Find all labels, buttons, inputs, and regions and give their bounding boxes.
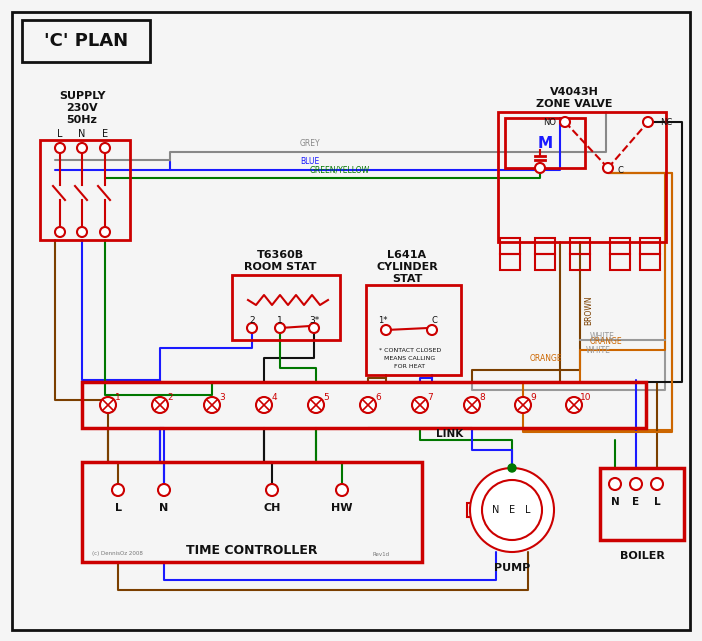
Text: M: M	[538, 135, 552, 151]
Text: GREY: GREY	[300, 139, 321, 148]
Text: E: E	[633, 497, 640, 507]
Text: L: L	[525, 505, 531, 515]
Text: 'C' PLAN: 'C' PLAN	[44, 32, 128, 50]
Text: L: L	[58, 129, 62, 139]
Text: 10: 10	[581, 392, 592, 401]
Circle shape	[482, 480, 542, 540]
Circle shape	[266, 484, 278, 496]
Text: Rev1d: Rev1d	[373, 551, 390, 556]
Text: N: N	[79, 129, 86, 139]
Circle shape	[77, 143, 87, 153]
Circle shape	[204, 397, 220, 413]
Circle shape	[336, 484, 348, 496]
Text: LINK: LINK	[437, 429, 463, 439]
Text: 3*: 3*	[309, 315, 319, 324]
Text: E: E	[509, 505, 515, 515]
Text: NO: NO	[543, 117, 556, 126]
Circle shape	[515, 397, 531, 413]
Text: 230V: 230V	[66, 103, 98, 113]
Text: CH: CH	[263, 503, 281, 513]
Text: N: N	[611, 497, 619, 507]
Text: ORANGE: ORANGE	[530, 353, 562, 363]
Text: SUPPLY: SUPPLY	[59, 91, 105, 101]
Circle shape	[643, 117, 653, 127]
Circle shape	[256, 397, 272, 413]
Circle shape	[603, 163, 613, 173]
Text: ORANGE: ORANGE	[590, 337, 623, 346]
Text: MEANS CALLING: MEANS CALLING	[385, 356, 436, 360]
Circle shape	[152, 397, 168, 413]
Text: ZONE VALVE: ZONE VALVE	[536, 99, 612, 109]
Text: 4: 4	[271, 392, 277, 401]
Circle shape	[100, 227, 110, 237]
Text: 8: 8	[479, 392, 485, 401]
Text: 9: 9	[530, 392, 536, 401]
Circle shape	[412, 397, 428, 413]
Circle shape	[100, 143, 110, 153]
Circle shape	[464, 397, 480, 413]
Text: L641A: L641A	[388, 250, 427, 260]
Circle shape	[247, 323, 257, 333]
Text: BOILER: BOILER	[620, 551, 664, 561]
Text: GREEN/YELLOW: GREEN/YELLOW	[310, 165, 370, 174]
Text: TIME CONTROLLER: TIME CONTROLLER	[186, 544, 318, 556]
Circle shape	[470, 468, 554, 552]
Text: BLUE: BLUE	[300, 157, 319, 166]
Text: PUMP: PUMP	[494, 563, 530, 573]
Text: NC: NC	[660, 117, 673, 126]
Text: C: C	[431, 315, 437, 324]
Circle shape	[309, 323, 319, 333]
Circle shape	[308, 397, 324, 413]
Text: 2: 2	[167, 392, 173, 401]
Text: WHITE: WHITE	[586, 346, 611, 355]
Text: T6360B: T6360B	[256, 250, 303, 260]
Text: (c) DennisOz 2008: (c) DennisOz 2008	[92, 551, 143, 556]
Circle shape	[630, 478, 642, 490]
Text: 50Hz: 50Hz	[67, 115, 98, 125]
Text: 7: 7	[427, 392, 433, 401]
Text: 1: 1	[277, 315, 283, 324]
Text: C: C	[618, 165, 624, 174]
Text: E: E	[102, 129, 108, 139]
Circle shape	[158, 484, 170, 496]
Text: 1*: 1*	[378, 315, 388, 324]
Circle shape	[112, 484, 124, 496]
Text: L: L	[654, 497, 661, 507]
Circle shape	[55, 143, 65, 153]
Circle shape	[535, 163, 545, 173]
Text: V4043H: V4043H	[550, 87, 598, 97]
Circle shape	[360, 397, 376, 413]
Circle shape	[609, 478, 621, 490]
Circle shape	[381, 325, 391, 335]
Text: L: L	[114, 503, 121, 513]
Circle shape	[77, 227, 87, 237]
Text: STAT: STAT	[392, 274, 422, 284]
Text: 5: 5	[323, 392, 329, 401]
Text: N: N	[492, 505, 500, 515]
Text: HW: HW	[331, 503, 352, 513]
Circle shape	[427, 325, 437, 335]
Text: WHITE: WHITE	[590, 331, 615, 340]
Text: CYLINDER: CYLINDER	[376, 262, 438, 272]
Text: FOR HEAT: FOR HEAT	[395, 363, 425, 369]
Text: ROOM STAT: ROOM STAT	[244, 262, 316, 272]
Text: N: N	[159, 503, 168, 513]
Circle shape	[566, 397, 582, 413]
Circle shape	[55, 227, 65, 237]
Text: 3: 3	[219, 392, 225, 401]
Circle shape	[100, 397, 116, 413]
Circle shape	[560, 117, 570, 127]
Text: * CONTACT CLOSED: * CONTACT CLOSED	[379, 347, 441, 353]
Circle shape	[508, 464, 516, 472]
Text: 1: 1	[115, 392, 121, 401]
Text: 6: 6	[375, 392, 381, 401]
Circle shape	[651, 478, 663, 490]
Circle shape	[275, 323, 285, 333]
Text: BROWN: BROWN	[584, 296, 593, 325]
Text: 2: 2	[249, 315, 255, 324]
